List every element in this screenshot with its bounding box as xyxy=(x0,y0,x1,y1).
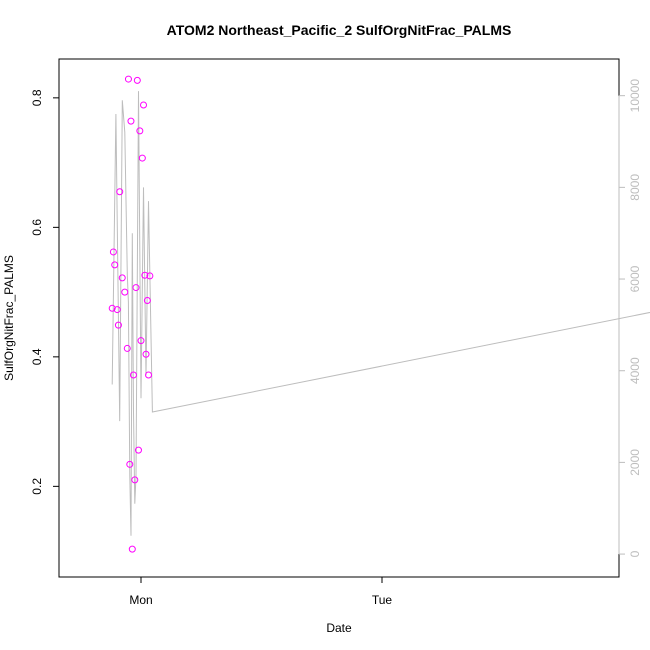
x-axis-label: Date xyxy=(326,621,352,635)
data-point xyxy=(127,117,135,125)
x-axis: Mon Tue xyxy=(129,576,393,607)
right-y-tick-label: 4000 xyxy=(628,357,642,384)
x-tick-label: Mon xyxy=(129,593,152,607)
left-y-tick-label: 0.4 xyxy=(30,348,44,365)
right-y-tick-label: 10000 xyxy=(628,79,642,113)
data-point xyxy=(121,288,129,296)
right-y-tick-label: 2000 xyxy=(628,449,642,476)
data-point xyxy=(141,271,149,279)
data-point xyxy=(124,75,132,83)
data-point xyxy=(142,350,150,358)
left-y-tick-label: 0.6 xyxy=(30,219,44,236)
point-series xyxy=(108,75,154,553)
y-axis-label: SulfOrgNitFrac_PALMS xyxy=(2,255,16,381)
data-point xyxy=(113,306,121,314)
right-y-tick-label: 0 xyxy=(628,550,642,557)
data-point xyxy=(118,274,126,282)
data-point xyxy=(133,76,141,84)
chart-title: ATOM2 Northeast_Pacific_2 SulfOrgNitFrac… xyxy=(167,22,512,38)
right-y-axis: 0 2000 4000 6000 8000 10000 xyxy=(618,79,642,557)
data-point xyxy=(138,154,146,162)
data-point xyxy=(126,460,134,468)
right-y-tick-label: 6000 xyxy=(628,265,642,292)
left-y-axis: 0.2 0.4 0.6 0.8 xyxy=(30,89,59,495)
data-point xyxy=(116,188,124,196)
data-point xyxy=(132,284,140,292)
left-y-tick-label: 0.8 xyxy=(30,89,44,106)
right-y-tick-label: 8000 xyxy=(628,174,642,201)
data-point xyxy=(140,101,148,109)
data-point xyxy=(111,261,119,269)
data-point xyxy=(114,321,122,329)
data-point xyxy=(143,297,151,305)
data-point xyxy=(109,248,117,256)
data-point xyxy=(128,545,136,553)
plot-frame xyxy=(58,58,620,578)
data-point xyxy=(134,446,142,454)
x-tick-label: Tue xyxy=(372,593,393,607)
data-point xyxy=(145,371,153,379)
data-point xyxy=(146,272,154,280)
data-point xyxy=(136,127,144,135)
data-point xyxy=(137,337,145,345)
line-series xyxy=(111,91,650,536)
left-y-tick-label: 0.2 xyxy=(30,478,44,495)
data-point xyxy=(108,304,116,312)
data-point xyxy=(123,344,131,352)
data-point xyxy=(129,371,137,379)
data-point xyxy=(131,476,139,484)
series-line-path xyxy=(111,91,650,536)
